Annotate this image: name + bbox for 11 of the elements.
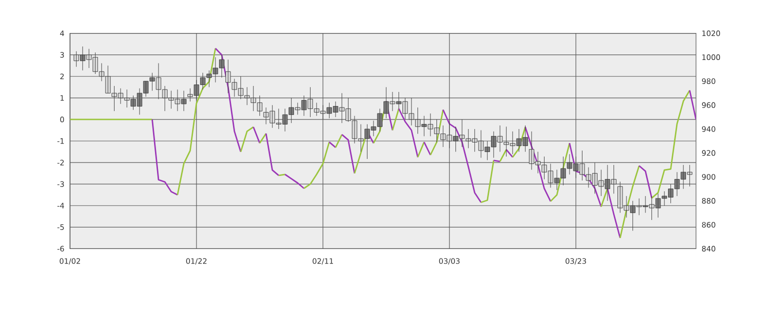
line-series bbox=[568, 142, 602, 208]
line-series bbox=[442, 109, 482, 204]
line-series bbox=[284, 174, 305, 190]
line-series bbox=[524, 126, 552, 202]
line-series bbox=[176, 48, 216, 196]
line-series bbox=[398, 108, 418, 158]
line-series bbox=[619, 165, 640, 239]
line-series bbox=[303, 141, 330, 190]
line-series bbox=[214, 48, 242, 152]
line-series bbox=[152, 118, 178, 196]
line-series bbox=[651, 90, 690, 199]
